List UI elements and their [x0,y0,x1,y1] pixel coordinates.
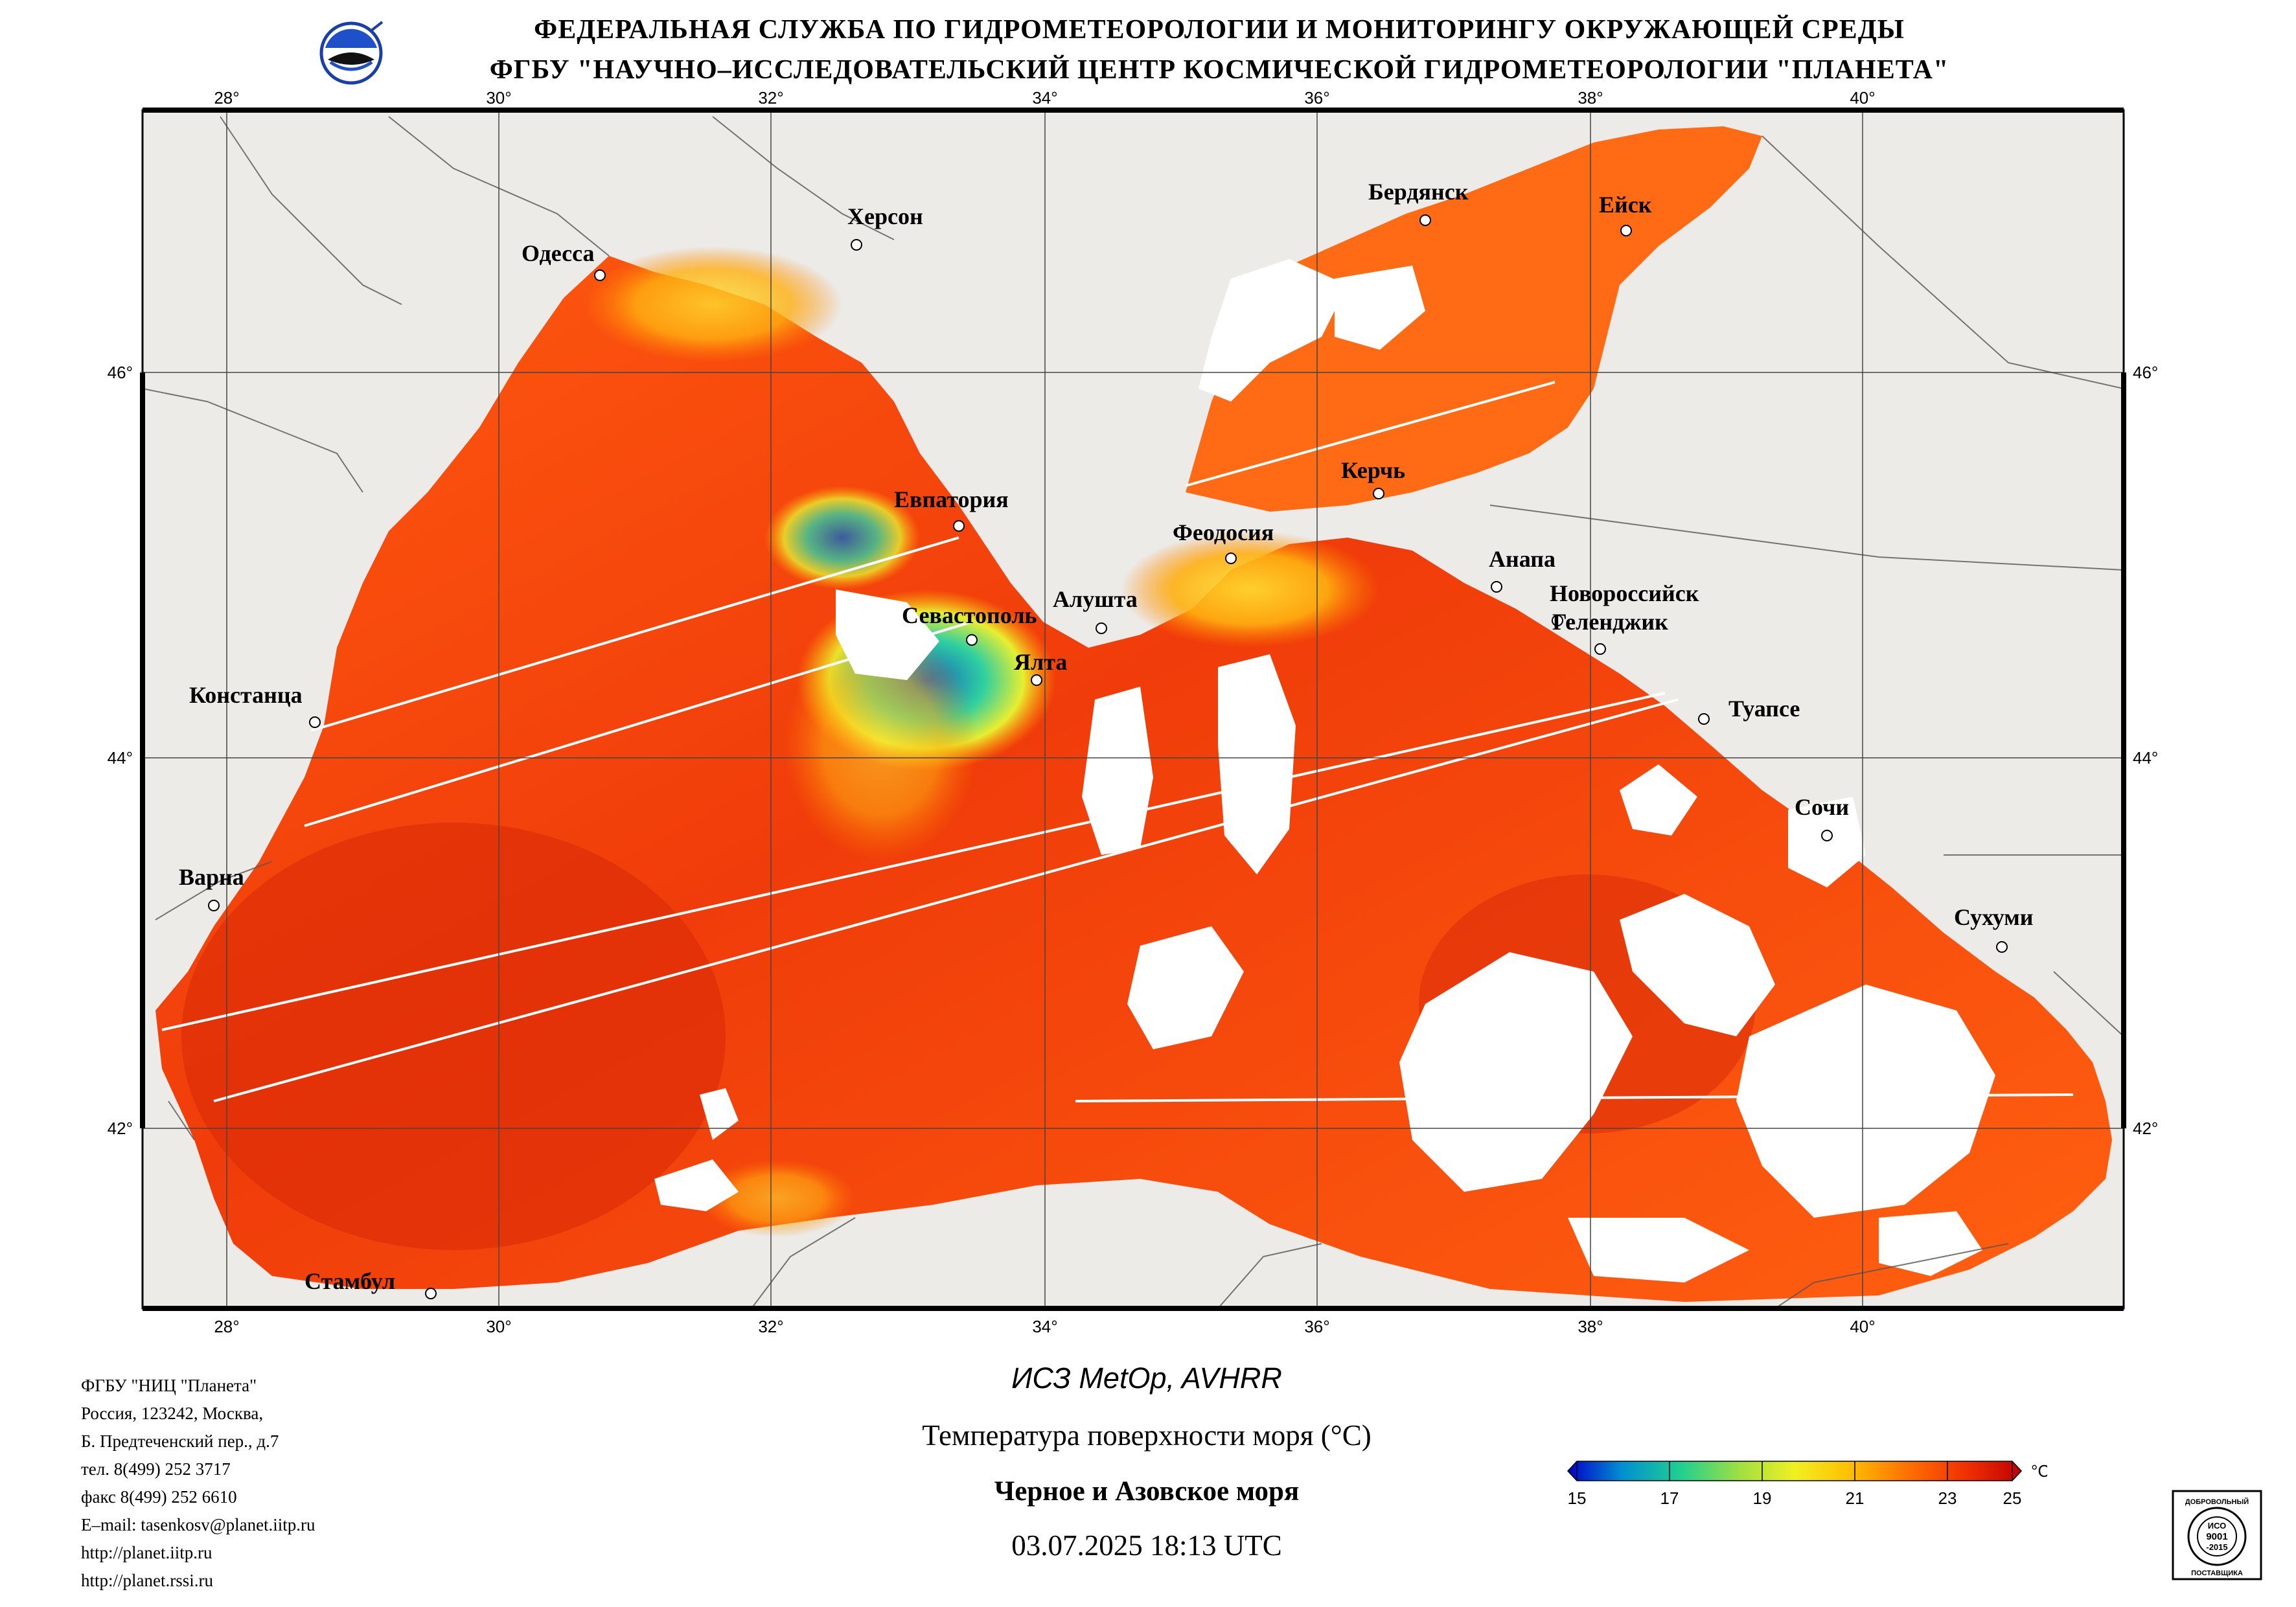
city-label-anapa: Анапа [1489,546,1556,572]
graticule [143,110,2124,1308]
city-label-kerch: Керчь [1341,457,1405,483]
city-label-yeysk: Ейск [1599,192,1652,218]
scan-gaps [161,381,2074,1102]
city-label-feodosia: Феодосия [1173,519,1274,545]
lon-label: 36° [1304,1317,1329,1336]
center-title: ФГБУ "НАУЧНО–ИССЛЕДОВАТЕЛЬСКИЙ ЦЕНТР КОС… [489,55,1949,85]
city-labels: Одесса Херсон Бердянск Ейск Евпатория Ке… [179,179,2034,1294]
info-line: Россия, 123242, Москва, [81,1404,264,1423]
lon-label: 38° [1578,88,1603,108]
info-line[interactable]: E–mail: tasenkosv@planet.iitp.ru [81,1515,316,1534]
lon-label: 28° [214,1317,239,1336]
lon-label: 38° [1578,1317,1603,1336]
legend-tick: 23 [1938,1488,1957,1508]
lon-label: 28° [214,88,239,108]
lon-labels-top: 28° 30° 32° 34° 36° 38° 40° [214,88,1875,108]
lon-label: 30° [486,88,511,108]
legend-bar [1567,1461,2023,1481]
legend-tick: 19 [1753,1488,1772,1508]
legend-unit: °C [2031,1461,2047,1481]
lat-label: 46° [108,363,133,382]
lat-label: 42° [2133,1119,2158,1138]
lat-label: 44° [2133,748,2158,768]
iso-certificate-icon: ДОБРОВОЛЬНЫЙ ИСО 9001 -2015 ПОСТАВЩИКА [2172,1490,2262,1580]
color-legend: 15 17 19 21 23 25 °C [1567,1461,2047,1508]
agency-title: ФЕДЕРАЛЬНАЯ СЛУЖБА ПО ГИДРОМЕТЕОРОЛОГИИ … [534,15,1905,45]
lat-labels-right: 46° 44° 42° [2133,363,2158,1138]
city-label-sukhumi: Сухуми [1954,904,2034,930]
lon-label: 30° [486,1317,511,1336]
cloud-mask [654,259,1995,1282]
info-line[interactable]: http://planet.iitp.ru [81,1543,212,1562]
lon-label: 32° [758,1317,783,1336]
cert-mid: ИСО [2208,1521,2227,1531]
city-label-evpatoria: Евпатория [894,486,1009,512]
city-label-sevastopol: Севастополь [902,602,1037,628]
planeta-logo-icon [319,21,384,85]
city-label-constanta: Констанца [189,682,303,708]
city-label-alushta: Алушта [1053,586,1138,612]
city-label-varna: Варна [179,864,244,890]
info-line: факс 8(499) 252 6610 [81,1487,237,1507]
lat-label: 46° [2133,363,2158,382]
lon-label: 40° [1850,88,1875,108]
cert-top: ДОБРОВОЛЬНЫЙ [2185,1498,2249,1506]
sea-of-azov [1186,126,1762,512]
contact-info: ФГБУ "НИЦ "Планета" Россия, 123242, Моск… [81,1372,316,1595]
legend-tick: 15 [1568,1488,1587,1508]
city-markers [208,214,2008,1299]
lon-label: 36° [1304,88,1329,108]
lat-labels-left: 46° 44° 42° [108,363,133,1138]
lat-label: 42° [108,1119,133,1138]
city-label-istanbul: Стамбул [304,1268,395,1294]
info-line: тел. 8(499) 252 3717 [81,1459,231,1479]
region-label: Черное и Азовское моря [994,1476,1300,1507]
city-label-yalta: Ялта [1014,649,1067,675]
borders [143,116,2124,1308]
city-label-berdyansk: Бердянск [1368,179,1469,205]
lon-label: 34° [1032,88,1057,108]
city-label-odessa: Одесса [522,240,595,266]
satellite-label: ИСЗ MetOp, AVHRR [1011,1362,1282,1395]
city-label-kherson: Херсон [847,203,923,229]
legend-tick: 25 [2003,1488,2022,1508]
info-line[interactable]: http://planet.rssi.ru [81,1571,213,1590]
city-label-gelendzhik: Геленджик [1552,609,1668,635]
lon-label: 32° [758,88,783,108]
lon-label: 40° [1850,1317,1875,1336]
lat-label: 44° [108,748,133,768]
city-label-sochi: Сочи [1795,794,1849,820]
legend-tick: 21 [1846,1488,1865,1508]
lon-labels-bottom: 28° 30° 32° 34° 36° 38° 40° [214,1317,1875,1336]
parameter-label: Температура поверхности моря (°C) [922,1419,1372,1452]
city-label-tuapse: Туапсе [1728,696,1800,722]
info-line: Б. Предтеченский пер., д.7 [81,1431,279,1451]
datetime-label: 03.07.2025 18:13 UTC [1011,1529,1282,1562]
cert-bottom: ПОСТАВЩИКА [2191,1569,2243,1577]
city-label-novorossiysk: Новороссийск [1550,580,1699,606]
info-line: ФГБУ "НИЦ "Планета" [81,1376,257,1395]
cert-std1: 9001 [2206,1531,2227,1542]
lon-label: 34° [1032,1317,1057,1336]
cert-std2: -2015 [2206,1542,2227,1552]
legend-tick: 17 [1660,1488,1679,1508]
